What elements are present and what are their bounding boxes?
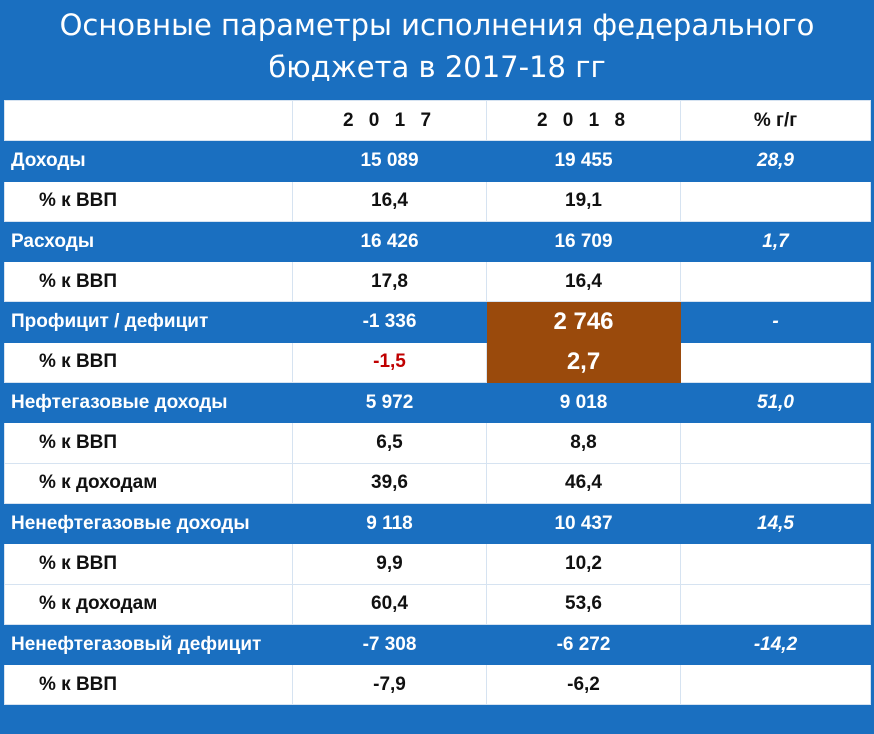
value-yoy: 51,0 [680, 382, 871, 424]
value-2017: 5 972 [292, 382, 487, 424]
title-line-1: Основные параметры исполнения федерально… [59, 8, 815, 42]
value-2018: -6,2 [486, 664, 681, 706]
row-label: Ненефтегазовые доходы [4, 502, 293, 545]
value-yoy [680, 462, 871, 504]
budget-table: 2 0 1 7 2 0 1 8 % г/г Доходы 15 089 19 4… [4, 99, 871, 706]
row-label: % к доходам [4, 583, 293, 625]
negative-value-2017: -1,5 [292, 341, 487, 384]
table-row: Нефтегазовые доходы 5 972 9 018 51,0 [4, 382, 871, 424]
value-2018: 19 455 [486, 140, 681, 182]
value-yoy [680, 664, 871, 706]
table-row: % к доходам 60,4 53,6 [4, 583, 871, 625]
value-2017: 6,5 [292, 422, 487, 464]
value-2017: 17,8 [292, 261, 487, 303]
value-2017: -1 336 [292, 301, 487, 343]
value-2018: 46,4 [486, 462, 681, 504]
value-2018: 10,2 [486, 543, 681, 585]
row-label: % к ВВП [4, 543, 293, 585]
value-yoy [680, 422, 871, 464]
value-2017: 60,4 [292, 583, 487, 625]
table-row: % к ВВП 6,5 8,8 [4, 422, 871, 464]
highlighted-value-2018: 2,7 [486, 341, 681, 384]
row-label: % к ВВП [4, 422, 293, 464]
header-yoy: % г/г [680, 99, 871, 142]
row-label: Ненефтегазовый дефицит [4, 623, 293, 666]
value-2017: 15 089 [292, 140, 487, 182]
row-label: % к ВВП [4, 261, 293, 303]
table-row: % к ВВП 9,9 10,2 [4, 543, 871, 585]
value-2017: -7 308 [292, 623, 487, 666]
value-yoy: 28,9 [680, 140, 871, 182]
value-yoy: 14,5 [680, 502, 871, 545]
value-2018: -6 272 [486, 623, 681, 666]
value-2018: 9 018 [486, 382, 681, 424]
value-2017: 16,4 [292, 180, 487, 222]
row-label: Доходы [4, 140, 293, 182]
value-yoy: - [680, 301, 871, 343]
value-2017: 9 118 [292, 502, 487, 545]
header-row: 2 0 1 7 2 0 1 8 % г/г [4, 99, 871, 142]
row-label: % к ВВП [4, 341, 293, 384]
row-label: Нефтегазовые доходы [4, 382, 293, 424]
table-row: Ненефтегазовые доходы 9 118 10 437 14,5 [4, 502, 871, 545]
value-yoy: -14,2 [680, 623, 871, 666]
value-2018: 16,4 [486, 261, 681, 303]
table-row: % к ВВП -7,9 -6,2 [4, 664, 871, 706]
header-2018: 2 0 1 8 [486, 99, 681, 142]
header-2017: 2 0 1 7 [292, 99, 487, 142]
highlighted-value-2018: 2 746 [486, 301, 681, 343]
row-label: Расходы [4, 220, 293, 263]
table-row: Доходы 15 089 19 455 28,9 [4, 140, 871, 182]
value-2018: 53,6 [486, 583, 681, 625]
table-row: Профицит / дефицит -1 336 2 746 - [4, 301, 871, 343]
value-yoy [680, 583, 871, 625]
page-title: Основные параметры исполнения федерально… [0, 4, 874, 88]
value-yoy [680, 180, 871, 222]
row-label: % к доходам [4, 462, 293, 504]
value-2017: -7,9 [292, 664, 487, 706]
header-empty-cell [4, 99, 293, 142]
value-2017: 9,9 [292, 543, 487, 585]
value-2018: 16 709 [486, 220, 681, 263]
row-label: % к ВВП [4, 180, 293, 222]
value-2018: 10 437 [486, 502, 681, 545]
title-line-2: бюджета в 2017-18 гг [268, 50, 606, 84]
value-2017: 39,6 [292, 462, 487, 504]
table-row: Расходы 16 426 16 709 1,7 [4, 220, 871, 263]
value-yoy [680, 543, 871, 585]
table-row: % к ВВП 16,4 19,1 [4, 180, 871, 222]
value-2018: 19,1 [486, 180, 681, 222]
value-2018: 8,8 [486, 422, 681, 464]
value-yoy: 1,7 [680, 220, 871, 263]
value-2017: 16 426 [292, 220, 487, 263]
table-row: % к доходам 39,6 46,4 [4, 462, 871, 504]
table-row: Ненефтегазовый дефицит -7 308 -6 272 -14… [4, 623, 871, 666]
table-row: % к ВВП 17,8 16,4 [4, 261, 871, 303]
table-row: % к ВВП -1,5 2,7 [4, 341, 871, 384]
row-label: Профицит / дефицит [4, 301, 293, 343]
value-yoy [680, 261, 871, 303]
value-yoy [680, 341, 871, 384]
row-label: % к ВВП [4, 664, 293, 706]
